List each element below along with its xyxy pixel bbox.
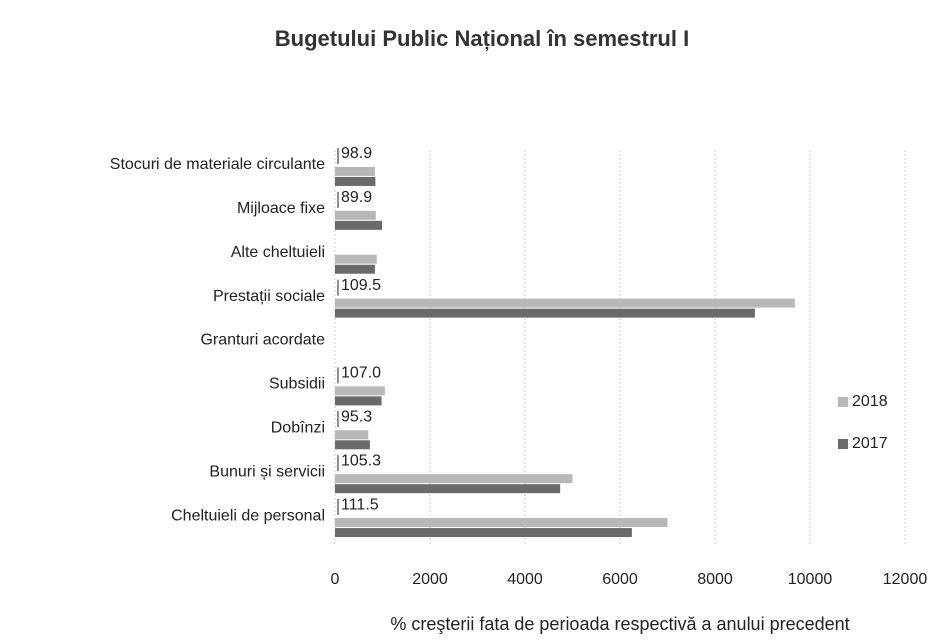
y-tick-label: Cheltuieli de personal	[171, 507, 325, 524]
data-label: 95.3	[341, 408, 372, 425]
legend-label: 2017	[852, 435, 888, 452]
bar	[335, 386, 385, 396]
bar	[335, 298, 795, 308]
bar	[335, 210, 376, 220]
y-tick-label: Stocuri de materiale circulante	[110, 156, 325, 173]
x-tick-label: 10000	[788, 571, 833, 588]
bar	[335, 396, 382, 406]
bar	[335, 484, 561, 494]
x-tick-label: 2000	[412, 571, 448, 588]
x-tick-label: 8000	[697, 571, 733, 588]
bar	[335, 308, 755, 318]
bar	[335, 440, 370, 450]
bar	[335, 254, 377, 264]
y-tick-label: Granturi acordate	[200, 332, 325, 349]
y-tick-label: Dobînzi	[271, 419, 325, 436]
bar	[335, 176, 376, 186]
bar	[335, 166, 375, 176]
data-label: 109.5	[341, 277, 381, 294]
data-label: 89.9	[341, 189, 372, 206]
bar	[335, 430, 369, 440]
chart-title: Bugetului Public Național în semestrul I	[275, 26, 689, 51]
bar	[335, 474, 573, 484]
x-tick-label: 0	[331, 571, 340, 588]
y-tick-label: Bunuri și servicii	[209, 463, 325, 480]
y-tick-label: Subsidii	[269, 376, 325, 393]
x-tick-label: 12000	[883, 571, 928, 588]
y-tick-label: Mijloace fixe	[237, 200, 325, 217]
data-label: 111.5	[341, 496, 379, 513]
x-axis-label: % creşterii fata de perioada respectivă …	[390, 614, 849, 634]
bar	[335, 264, 375, 274]
data-label: 98.9	[341, 145, 372, 162]
legend-label: 2018	[852, 393, 888, 410]
data-label: 105.3	[341, 452, 381, 469]
y-tick-label: Alte cheltuieli	[231, 244, 325, 261]
x-tick-label: 6000	[602, 571, 638, 588]
x-tick-label: 4000	[507, 571, 543, 588]
legend-swatch	[838, 397, 848, 407]
bar	[335, 518, 668, 528]
y-tick-label: Prestații sociale	[213, 288, 325, 305]
bar	[335, 220, 383, 230]
bar	[335, 528, 632, 538]
legend-swatch	[838, 439, 848, 449]
data-label: 107.0	[341, 365, 381, 382]
